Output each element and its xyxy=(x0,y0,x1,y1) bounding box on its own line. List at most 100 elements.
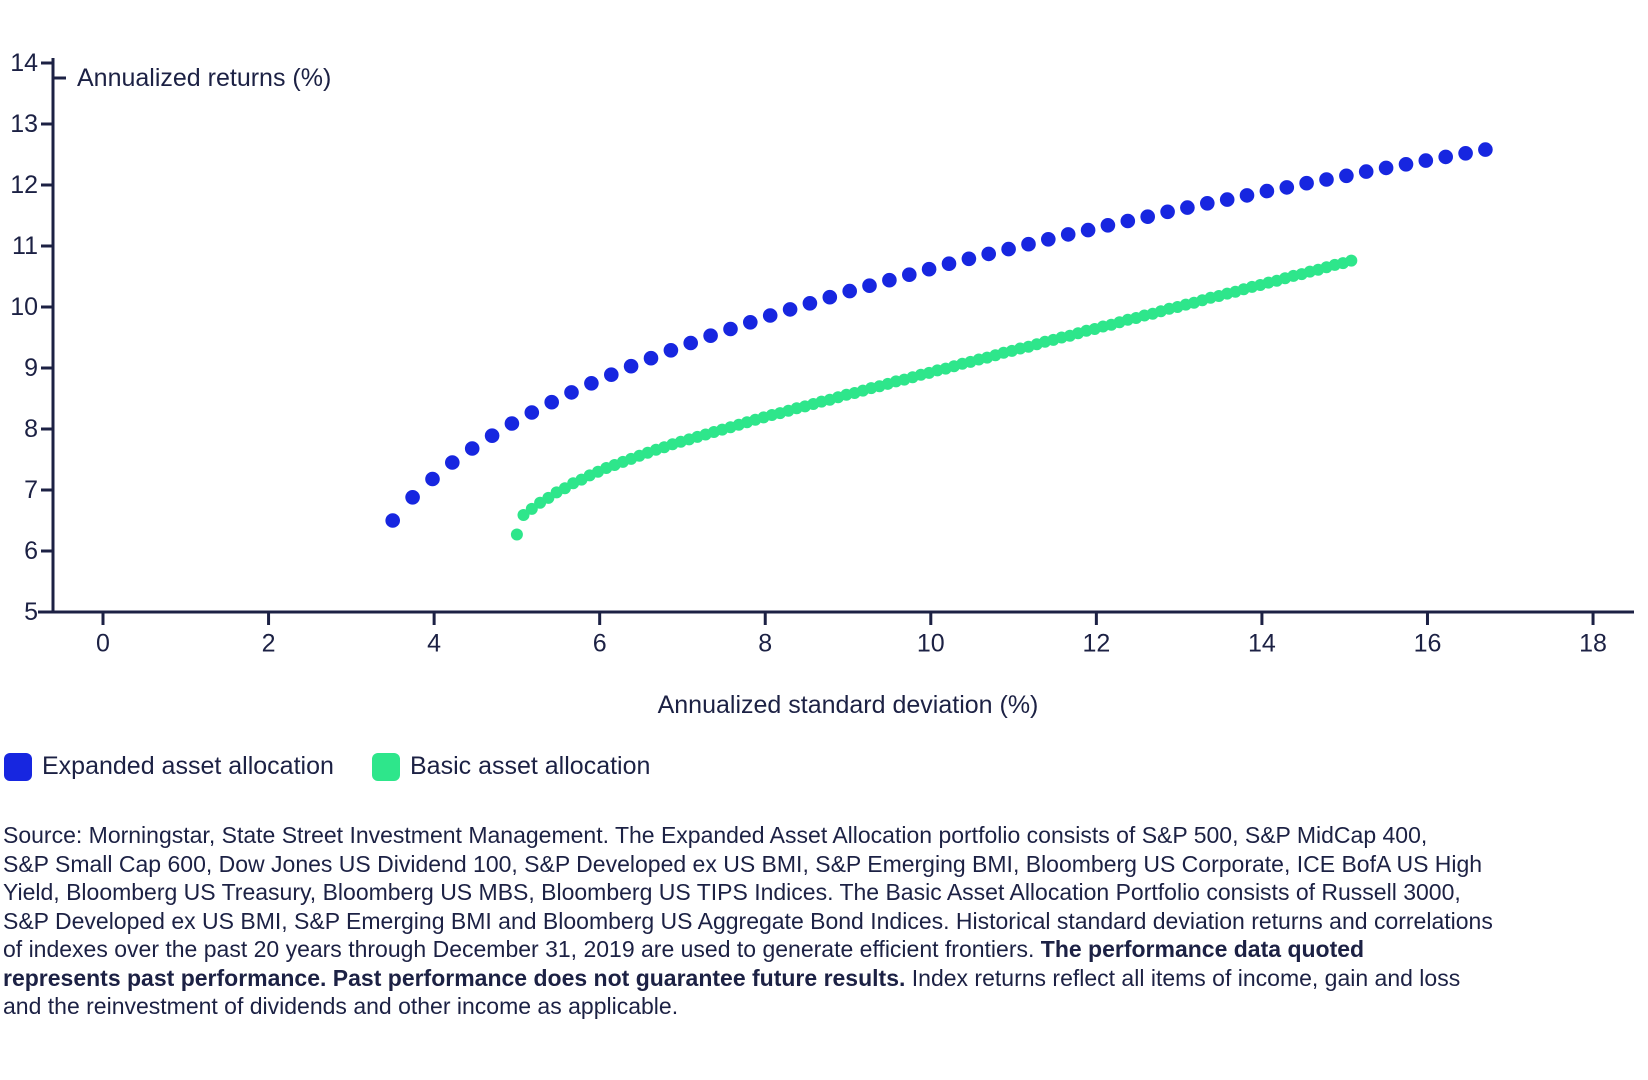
data-point xyxy=(544,394,559,410)
data-point xyxy=(762,308,778,323)
data-point xyxy=(743,315,758,330)
data-point xyxy=(1259,183,1275,199)
legend-swatch-basic-icon xyxy=(372,752,400,781)
data-point xyxy=(921,261,937,277)
source-line-3: Yield, Bloomberg US Treasury, Bloomberg … xyxy=(3,879,1461,905)
data-point xyxy=(517,509,530,521)
data-point xyxy=(1239,188,1255,203)
data-point xyxy=(1345,254,1358,267)
y-tick-label: 13 xyxy=(10,110,38,138)
data-point xyxy=(1299,175,1314,191)
x-tick-label: 4 xyxy=(427,630,441,658)
data-point xyxy=(1100,218,1116,233)
data-point xyxy=(584,376,599,391)
data-point xyxy=(961,251,977,267)
data-point xyxy=(902,267,917,283)
data-point xyxy=(1398,157,1414,172)
legend-label-expanded: Expanded asset allocation xyxy=(42,752,334,780)
data-point xyxy=(683,335,698,351)
data-point xyxy=(1001,241,1016,257)
data-point xyxy=(941,256,957,272)
data-point xyxy=(802,296,818,311)
data-point xyxy=(385,513,401,528)
data-point xyxy=(1200,196,1215,211)
source-line-1: Source: Morningstar, State Street Invest… xyxy=(3,822,1428,848)
data-point xyxy=(1339,168,1354,184)
data-point xyxy=(604,367,619,383)
x-tick-label: 0 xyxy=(96,630,110,658)
x-tick-label: 2 xyxy=(262,630,276,658)
data-point xyxy=(564,385,579,400)
source-line-7: and the reinvestment of dividends and ot… xyxy=(3,993,679,1019)
data-point xyxy=(623,358,639,374)
data-point xyxy=(1458,146,1473,161)
data-point xyxy=(504,416,520,431)
data-point xyxy=(723,321,738,337)
data-point xyxy=(1358,164,1374,179)
data-point xyxy=(1438,149,1453,165)
data-point xyxy=(782,302,798,317)
data-point xyxy=(1378,160,1394,176)
y-tick-label: 9 xyxy=(24,354,38,382)
data-point xyxy=(1180,200,1195,215)
data-point xyxy=(524,405,540,420)
source-line-5: of indexes over the past 20 years throug… xyxy=(3,936,1365,962)
legend-item-basic: Basic asset allocation xyxy=(372,752,650,781)
data-point xyxy=(1060,227,1076,242)
data-point xyxy=(1319,172,1334,187)
data-point xyxy=(1021,236,1036,252)
data-point xyxy=(882,272,897,288)
source-line-2: S&P Small Cap 600, Dow Jones US Dividend… xyxy=(3,850,1483,877)
data-point xyxy=(822,289,838,305)
series-expanded xyxy=(385,142,1493,528)
data-point xyxy=(981,246,996,262)
data-point xyxy=(525,502,538,515)
data-point xyxy=(425,471,440,487)
data-point xyxy=(1140,209,1155,224)
data-point xyxy=(1080,222,1096,238)
x-tick-label: 14 xyxy=(1248,630,1276,658)
data-point xyxy=(510,528,523,541)
x-tick-label: 12 xyxy=(1082,630,1110,658)
data-point xyxy=(405,490,420,505)
data-point xyxy=(464,441,480,456)
y-axis: 5 6 7 8 9 10 11 12 13 14 xyxy=(10,49,53,626)
y-tick-label: 5 xyxy=(24,598,38,626)
data-point xyxy=(643,350,659,366)
x-tick-label: 18 xyxy=(1579,630,1607,658)
y-tick-label: 10 xyxy=(10,293,38,321)
source-line-6: represents past performance. Past perfor… xyxy=(3,964,1461,991)
data-point xyxy=(862,278,877,294)
x-tick-label: 10 xyxy=(917,630,945,658)
y-tick-label: 7 xyxy=(24,476,38,504)
x-tick-label: 6 xyxy=(593,630,607,658)
axes xyxy=(38,58,1634,614)
series-basic xyxy=(510,254,1358,541)
y-tick-label: 14 xyxy=(10,49,38,77)
data-point xyxy=(1219,192,1235,207)
data-point xyxy=(1160,204,1175,220)
source-note: Source: Morningstar, State Street Invest… xyxy=(3,821,1645,1021)
efficient-frontier-chart: 5 6 7 8 9 10 11 12 13 14 0 2 4 6 8 10 12 14 16 18 Annualized… xyxy=(10,49,1634,719)
x-tick-label: 16 xyxy=(1414,630,1442,658)
y-tick-label: 8 xyxy=(24,415,38,443)
legend-label-basic: Basic asset allocation xyxy=(410,752,651,780)
data-point xyxy=(703,328,718,344)
data-point xyxy=(1041,232,1056,247)
legend-item-expanded: Expanded asset allocation xyxy=(4,752,334,781)
data-point xyxy=(484,428,500,444)
y-tick-label: 11 xyxy=(12,232,38,260)
source-line-4: S&P Developed ex US BMI, S&P Emerging BM… xyxy=(3,907,1493,934)
data-point xyxy=(1418,153,1434,168)
data-point xyxy=(1478,142,1493,157)
y-tick-label: 6 xyxy=(24,537,38,565)
data-point xyxy=(445,455,460,470)
y-tick-label: 12 xyxy=(10,171,38,199)
y-axis-title: Annualized returns (%) xyxy=(77,64,331,92)
legend: Expanded asset allocation Basic asset al… xyxy=(0,752,1648,781)
x-axis: 0 2 4 6 8 10 12 14 16 18 xyxy=(96,613,1607,658)
x-axis-title: Annualized standard deviation (%) xyxy=(658,691,1039,719)
data-point xyxy=(842,283,857,299)
data-point xyxy=(663,343,679,358)
